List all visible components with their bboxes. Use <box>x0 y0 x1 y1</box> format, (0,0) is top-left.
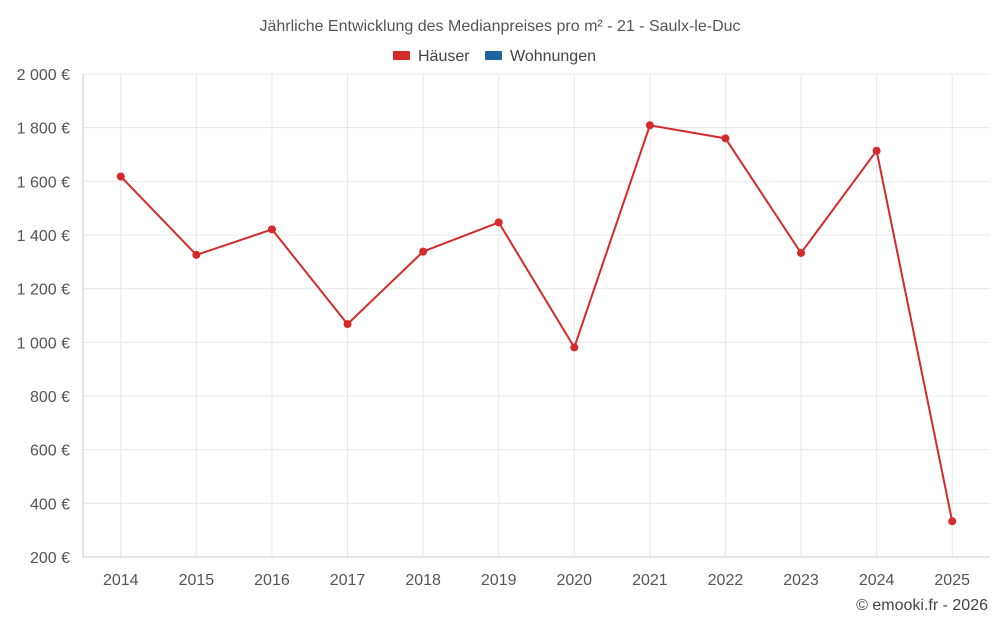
series-layer <box>116 121 957 526</box>
x-tick-label: 2017 <box>330 572 366 589</box>
y-tick-label: 800 € <box>30 389 70 406</box>
y-tick-label: 200 € <box>30 550 70 567</box>
legend: Häuser Wohnungen <box>393 48 596 65</box>
data-point[interactable] <box>948 517 957 526</box>
data-point[interactable] <box>645 121 654 130</box>
y-tick-label: 1 400 € <box>17 228 70 245</box>
x-tick-label: 2019 <box>481 572 517 589</box>
data-point[interactable] <box>872 146 881 155</box>
y-tick-label: 1 600 € <box>17 174 70 191</box>
legend-swatch-wohnungen <box>485 51 502 60</box>
data-point[interactable] <box>116 172 125 181</box>
y-tick-label: 400 € <box>30 496 70 513</box>
data-point[interactable] <box>797 248 806 257</box>
y-tick-label: 1 800 € <box>17 121 70 138</box>
data-point[interactable] <box>192 250 201 259</box>
x-tick-label: 2016 <box>254 572 290 589</box>
legend-label-haeuser[interactable]: Häuser <box>418 48 470 65</box>
y-tick-label: 1 000 € <box>17 335 70 352</box>
x-tick-label: 2023 <box>783 572 819 589</box>
data-point[interactable] <box>343 320 352 329</box>
copyright-credit: © emooki.fr - 2026 <box>856 597 988 614</box>
data-point[interactable] <box>570 343 579 352</box>
x-tick-label: 2024 <box>859 572 895 589</box>
data-point[interactable] <box>494 218 503 227</box>
x-tick-label: 2020 <box>556 572 592 589</box>
series-line-haeuser <box>120 124 954 522</box>
x-tick-label: 2025 <box>934 572 970 589</box>
x-tick-label: 2014 <box>103 572 139 589</box>
legend-label-wohnungen[interactable]: Wohnungen <box>510 48 596 65</box>
x-axis: 2014 2015 2016 2017 2018 2019 2020 2021 2022 2023… <box>83 556 990 589</box>
x-tick-label: 2018 <box>405 572 441 589</box>
data-point[interactable] <box>419 247 428 256</box>
x-tick-label: 2022 <box>708 572 744 589</box>
x-tick-label: 2015 <box>179 572 215 589</box>
y-tick-label: 1 200 € <box>17 282 70 299</box>
chart-title: Jährliche Entwicklung des Medianpreises … <box>259 18 740 35</box>
data-point[interactable] <box>267 225 276 234</box>
y-tick-label: 600 € <box>30 443 70 460</box>
grid <box>83 73 990 558</box>
y-axis: 200 € 400 € 600 € 800 € 1 000 € 1 200 € 1 400 … <box>17 67 84 567</box>
x-tick-label: 2021 <box>632 572 668 589</box>
legend-swatch-haeuser <box>393 51 410 60</box>
y-tick-label: 2 000 € <box>17 67 70 84</box>
data-point[interactable] <box>721 134 730 143</box>
